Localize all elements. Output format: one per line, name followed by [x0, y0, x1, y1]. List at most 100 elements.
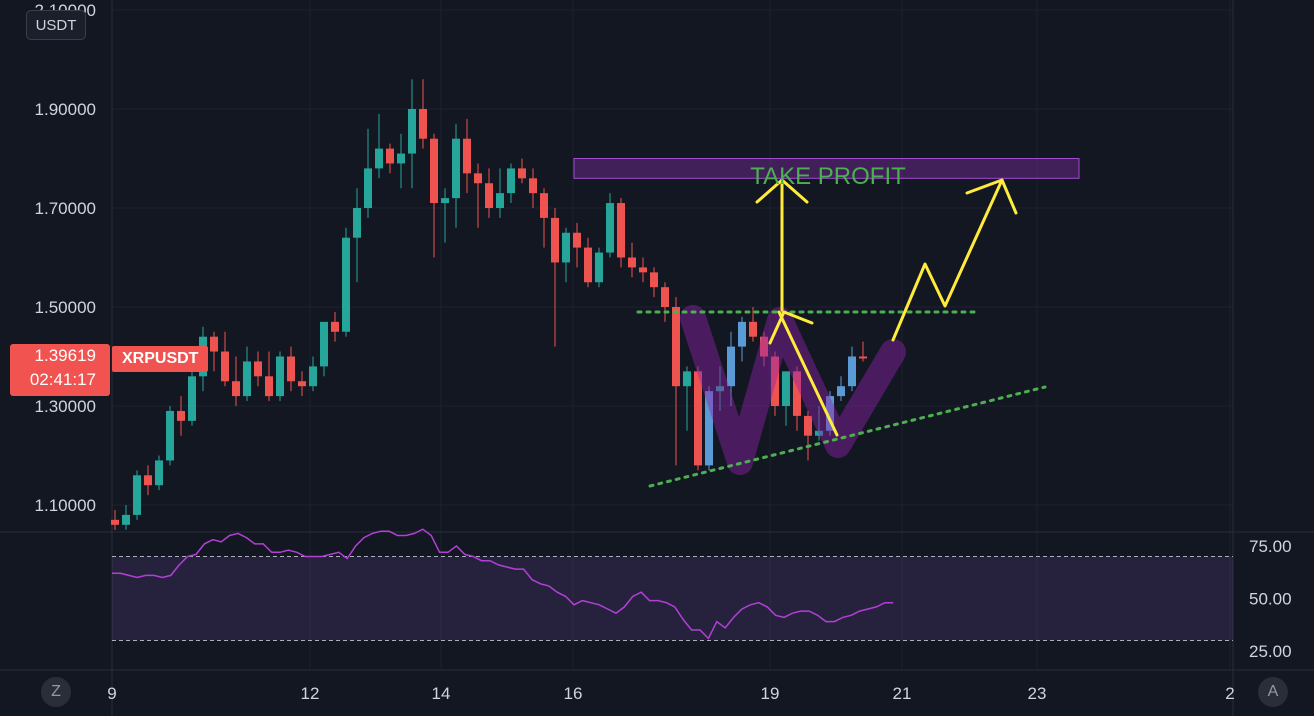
candle-countdown: 02:41:17: [29, 370, 96, 389]
candle-body: [342, 237, 350, 332]
candle-body: [188, 376, 196, 421]
candle-body: [826, 396, 834, 431]
rsi-band: [112, 556, 1233, 641]
candle-body: [507, 168, 515, 194]
candle-body: [474, 173, 482, 184]
candle-body: [375, 148, 383, 169]
candle-body: [155, 460, 163, 486]
candle-body: [529, 178, 537, 194]
time-tick-label: 14: [432, 684, 451, 703]
candle-body: [694, 371, 702, 466]
candle-body: [848, 356, 856, 387]
candle-body: [111, 519, 119, 525]
candle-body: [309, 366, 317, 387]
candle-body: [639, 267, 647, 273]
last-price-label: 1.39619 02:41:17: [10, 344, 110, 396]
candle-body: [144, 475, 152, 486]
arrow-down-stroke: [777, 310, 839, 437]
take-profit-box: [573, 158, 1080, 179]
last-price: 1.39619: [34, 346, 96, 365]
candle-body: [661, 287, 669, 307]
price-tick-label: 1.10000: [35, 496, 96, 515]
currency-label[interactable]: USDT: [26, 10, 86, 40]
candle-body: [298, 381, 306, 387]
candle-body: [771, 356, 779, 406]
candle-body: [133, 475, 141, 515]
candle-body: [650, 272, 658, 288]
projection-arrow-head: [965, 178, 1018, 215]
candle-body: [122, 514, 130, 525]
projection-path: [891, 178, 1004, 342]
candle-body: [386, 148, 394, 164]
candle-body: [617, 203, 625, 258]
price-tick-label: 1.70000: [35, 199, 96, 218]
time-tick-label: 16: [564, 684, 583, 703]
rsi-tick-label: 75.00: [1249, 537, 1292, 556]
time-tick-label: 9: [107, 684, 116, 703]
candle-body: [177, 410, 185, 421]
candle-body: [760, 336, 768, 357]
candle-body: [859, 356, 867, 359]
price-tick-label: 1.90000: [35, 100, 96, 119]
candles: [111, 79, 867, 530]
candle-body: [485, 183, 493, 208]
price-tick-label: 1.50000: [35, 298, 96, 317]
candle-body: [221, 351, 229, 382]
candle-body: [595, 252, 603, 283]
candle-body: [276, 356, 284, 397]
candle-body: [705, 391, 713, 466]
candle-body: [683, 371, 691, 387]
candle-body: [463, 138, 471, 174]
candle-body: [265, 376, 273, 397]
candle-body: [749, 321, 757, 337]
candle-body: [727, 346, 735, 387]
candle-body: [331, 321, 339, 332]
candle-body: [496, 193, 504, 208]
time-tick-label: 23: [1028, 684, 1047, 703]
candle-body: [672, 307, 680, 387]
price-tick-label: 1.30000: [35, 397, 96, 416]
candle-body: [254, 361, 262, 377]
candle-body: [551, 217, 559, 263]
auto-scale-button[interactable]: A: [1258, 677, 1288, 707]
candle-body: [540, 193, 548, 218]
candle-body: [562, 232, 570, 263]
candle-body: [364, 168, 372, 208]
candle-body: [232, 381, 240, 397]
candle-body: [408, 109, 416, 154]
time-tick-label: 2: [1225, 684, 1234, 703]
symbol-label: XRPUSDT: [112, 346, 209, 372]
candle-body: [419, 109, 427, 139]
candle-body: [320, 321, 328, 367]
candle-body: [397, 153, 405, 164]
candle-body: [353, 208, 361, 238]
candle-body: [243, 361, 251, 397]
candle-body: [287, 356, 295, 382]
candle-body: [452, 138, 460, 199]
candle-body: [166, 410, 174, 461]
pattern-drawings: [636, 178, 1047, 488]
candle-body: [793, 371, 801, 416]
candle-body: [716, 386, 724, 392]
time-tick-label: 12: [301, 684, 320, 703]
take-profit-zone: [573, 158, 1080, 179]
candle-body: [782, 371, 790, 406]
candle-body: [815, 430, 823, 436]
rsi-pane: 75.00 50.00 25.00: [112, 528, 1292, 661]
rsi-line: [112, 528, 894, 640]
target-arrow-head: [755, 178, 809, 204]
candle-body: [606, 203, 614, 253]
time-tick-label: 21: [893, 684, 912, 703]
auto-scale-left-button[interactable]: Z: [41, 677, 71, 707]
arrow-up-stroke: [768, 310, 814, 345]
rsi-tick-label: 50.00: [1249, 590, 1292, 609]
take-profit-label: TAKE PROFIT: [750, 163, 906, 190]
candle-body: [628, 257, 636, 268]
candle-body: [837, 386, 845, 397]
candle-body: [584, 247, 592, 283]
candle-body: [441, 198, 449, 204]
candle-body: [518, 168, 526, 179]
rsi-tick-label: 25.00: [1249, 642, 1292, 661]
candle-body: [430, 138, 438, 204]
